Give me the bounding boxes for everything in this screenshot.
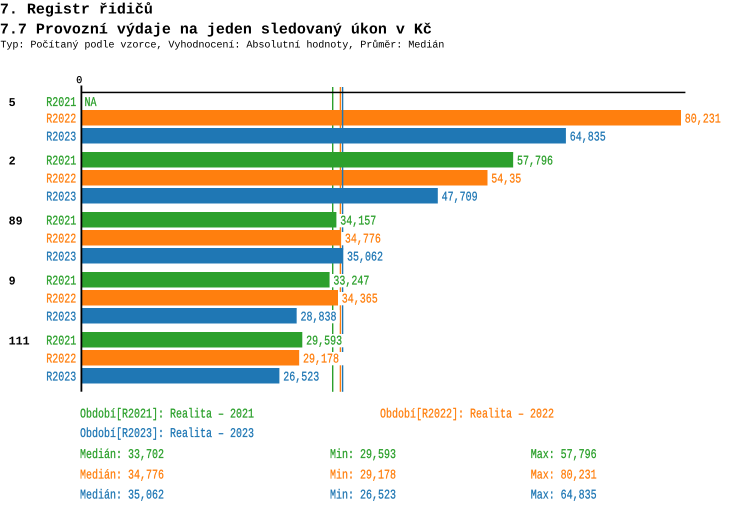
svg-text:111: 111 <box>9 335 30 349</box>
svg-text:R2022: R2022 <box>46 112 76 127</box>
svg-text:2: 2 <box>9 155 16 169</box>
svg-text:57,796: 57,796 <box>517 154 553 169</box>
svg-text:5: 5 <box>9 96 16 110</box>
svg-text:Min: 29,593: Min: 29,593 <box>330 447 396 462</box>
svg-text:R2022: R2022 <box>46 232 76 247</box>
svg-text:Max: 80,231: Max: 80,231 <box>531 467 597 482</box>
svg-text:7.7 Provozní výdaje na jeden s: 7.7 Provozní výdaje na jeden sledovaný ú… <box>0 21 432 38</box>
svg-text:89: 89 <box>9 215 23 229</box>
svg-text:80,231: 80,231 <box>685 112 721 127</box>
svg-text:28,838: 28,838 <box>301 310 337 325</box>
svg-text:R2021: R2021 <box>46 274 76 289</box>
svg-text:Typ: Počítaný podle vzorce, Vy: Typ: Počítaný podle vzorce, Vyhodnocení:… <box>0 39 444 51</box>
svg-text:R2023: R2023 <box>46 130 76 145</box>
svg-text:26,523: 26,523 <box>283 370 319 385</box>
svg-text:R2023: R2023 <box>46 190 76 205</box>
svg-text:Max: 57,796: Max: 57,796 <box>531 447 597 462</box>
svg-text:33,247: 33,247 <box>333 274 369 289</box>
svg-text:0: 0 <box>76 76 82 87</box>
svg-text:9: 9 <box>9 275 16 289</box>
svg-text:Medián: 35,062: Medián: 35,062 <box>80 488 164 503</box>
svg-text:47,709: 47,709 <box>442 190 478 205</box>
svg-text:29,593: 29,593 <box>306 334 342 349</box>
svg-text:64,835: 64,835 <box>570 130 606 145</box>
svg-text:34,157: 34,157 <box>340 214 376 229</box>
svg-text:Období[R2021]: Realita – 2021: Období[R2021]: Realita – 2021 <box>80 406 254 421</box>
svg-text:34,776: 34,776 <box>345 232 381 247</box>
svg-text:R2021: R2021 <box>46 95 76 110</box>
svg-text:54,35: 54,35 <box>491 172 521 187</box>
svg-text:R2021: R2021 <box>46 214 76 229</box>
svg-text:7. Registr řidičů: 7. Registr řidičů <box>0 1 153 18</box>
svg-text:34,365: 34,365 <box>342 292 378 307</box>
svg-text:R2021: R2021 <box>46 334 76 349</box>
svg-text:R2022: R2022 <box>46 172 76 187</box>
svg-text:R2022: R2022 <box>46 292 76 307</box>
svg-text:Min: 26,523: Min: 26,523 <box>330 488 396 503</box>
svg-text:Období[R2023]: Realita – 2023: Období[R2023]: Realita – 2023 <box>80 426 254 441</box>
svg-text:R2023: R2023 <box>46 250 76 265</box>
svg-text:R2021: R2021 <box>46 154 76 169</box>
svg-text:Min: 29,178: Min: 29,178 <box>330 467 396 482</box>
svg-text:R2023: R2023 <box>46 310 76 325</box>
svg-text:Období[R2022]: Realita – 2022: Období[R2022]: Realita – 2022 <box>380 406 554 421</box>
svg-text:NA: NA <box>85 95 97 110</box>
svg-text:R2023: R2023 <box>46 370 76 385</box>
svg-text:Max: 64,835: Max: 64,835 <box>531 488 597 503</box>
svg-text:R2022: R2022 <box>46 352 76 367</box>
svg-text:Medián: 34,776: Medián: 34,776 <box>80 467 164 482</box>
svg-text:29,178: 29,178 <box>303 352 339 367</box>
svg-text:Medián: 33,702: Medián: 33,702 <box>80 447 164 462</box>
svg-text:35,062: 35,062 <box>347 250 383 265</box>
